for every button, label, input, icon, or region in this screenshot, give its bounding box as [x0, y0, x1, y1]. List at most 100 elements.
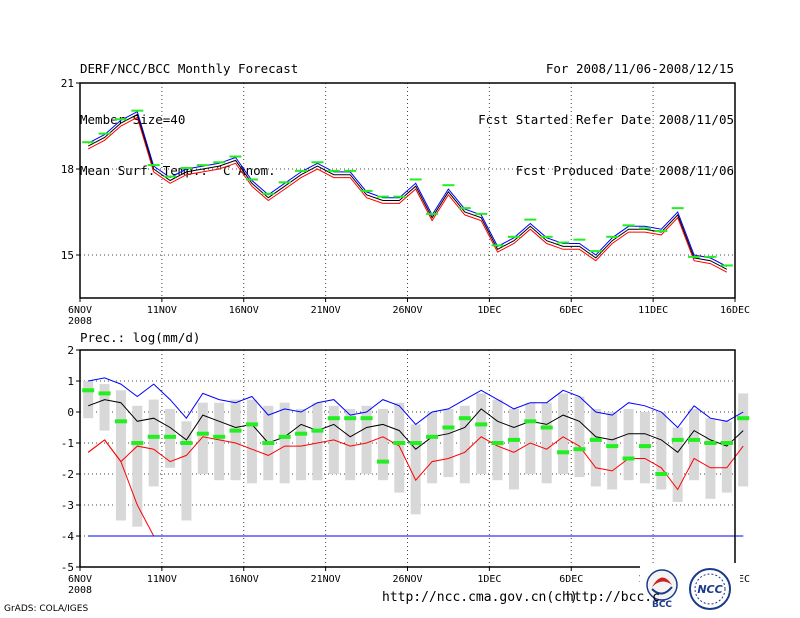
ensemble-box — [508, 408, 519, 490]
observation-mark — [573, 238, 586, 241]
observation-mark — [458, 416, 471, 421]
observation-mark — [622, 456, 635, 461]
year-label: 2008 — [68, 316, 92, 327]
ensemble-box — [558, 393, 569, 474]
observation-mark — [114, 118, 127, 121]
observation-mark — [737, 416, 750, 421]
observation-mark — [426, 434, 439, 439]
observation-mark — [213, 434, 226, 439]
ensemble-box — [738, 393, 749, 487]
observation-mark — [82, 388, 95, 393]
observation-mark — [458, 207, 471, 210]
observation-mark — [245, 178, 258, 181]
observation-mark — [278, 434, 291, 439]
ensemble-box — [132, 405, 143, 527]
y-tick-label: -5 — [61, 561, 74, 574]
y-tick-label: -3 — [61, 499, 74, 512]
observation-mark — [540, 425, 553, 430]
observation-mark — [573, 447, 586, 452]
upper-series-line — [88, 377, 744, 429]
observation-mark — [229, 155, 242, 158]
x-tick-label: 6DEC — [559, 574, 583, 585]
observation-mark — [491, 441, 504, 445]
observation-mark — [196, 164, 209, 167]
ensemble-box — [246, 399, 257, 484]
observation-mark — [557, 241, 570, 244]
observation-mark — [720, 264, 733, 267]
ensemble-box — [230, 399, 241, 481]
ensemble-box — [689, 408, 700, 481]
header-right: For 2008/11/06-2008/12/15 Fcst Started R… — [478, 26, 734, 196]
ensemble-box — [623, 408, 634, 481]
y-tick-label: 1 — [67, 375, 74, 388]
observation-mark — [442, 184, 455, 187]
observation-mark — [180, 167, 193, 169]
observation-mark — [638, 444, 651, 449]
x-tick-label: 6NOV — [68, 574, 92, 585]
observation-mark — [262, 441, 275, 445]
x-tick-label: 1DEC — [477, 305, 501, 316]
ensemble-box — [83, 381, 94, 419]
observation-mark — [655, 230, 668, 233]
lower-series-line — [87, 116, 728, 273]
ncc-logo: NCC — [689, 568, 731, 610]
observation-mark — [147, 164, 160, 167]
observation-mark — [671, 207, 684, 210]
ensemble-box — [214, 402, 225, 481]
observation-mark — [589, 250, 602, 253]
grads-credit: GrADS: COLA/IGES — [4, 604, 89, 614]
observation-mark — [376, 459, 389, 464]
ensemble-box — [721, 421, 732, 493]
y-tick-label: 18 — [61, 163, 74, 176]
observation-mark — [688, 437, 701, 442]
observation-mark — [344, 416, 357, 421]
observation-mark — [704, 255, 717, 258]
y-tick-label: 2 — [67, 344, 74, 357]
y-tick-label: 0 — [67, 406, 74, 419]
x-tick-label: 16NOV — [229, 305, 259, 316]
x-tick-label: 6NOV — [68, 305, 92, 316]
observation-mark — [98, 391, 111, 396]
y-tick-label: -2 — [61, 468, 74, 481]
observation-mark — [344, 169, 357, 172]
bcc-url-link[interactable]: http://bcc.c — [566, 590, 660, 605]
ensemble-box — [492, 399, 503, 481]
x-tick-label: 16NOV — [229, 574, 259, 585]
observation-mark — [622, 224, 635, 227]
observation-mark — [327, 169, 340, 172]
ensemble-box — [181, 421, 192, 521]
forecast-period: For 2008/11/06-2008/12/15 — [545, 61, 734, 76]
observation-mark — [229, 428, 242, 433]
observation-mark — [114, 419, 127, 424]
observation-mark — [475, 422, 488, 427]
temperature-panel: 15 18 21 6NOV 11NOV 16NOV 21NOV 26NOV 1DEC 6DEC 11… — [61, 77, 750, 327]
logos: BCC NCC — [640, 563, 740, 615]
ensemble-box — [574, 396, 585, 478]
observation-mark — [376, 195, 389, 198]
observation-mark — [638, 227, 651, 230]
upper-series-line — [87, 110, 728, 267]
observation-mark — [245, 422, 258, 427]
ensemble-box — [197, 402, 208, 474]
observation-mark — [704, 441, 717, 445]
x-tick-label: 21NOV — [311, 305, 341, 316]
ensemble-box — [345, 408, 356, 481]
observation-mark — [360, 416, 373, 421]
observation-mark — [540, 235, 553, 238]
observation-mark — [655, 472, 668, 476]
ncc-url-link[interactable]: http://ncc.cma.gov.cn(ch) — [382, 590, 578, 605]
observation-mark — [606, 235, 619, 238]
bcc-logo-text: BCC — [652, 600, 672, 610]
observation-mark — [524, 218, 537, 221]
mean-series-line — [88, 399, 744, 454]
member-size: Member Size=40 — [80, 112, 186, 127]
observation-mark — [688, 255, 701, 258]
ensemble-box — [410, 424, 421, 515]
x-tick-label: 11NOV — [147, 305, 177, 316]
ensemble-box — [148, 399, 159, 487]
ensemble-box — [590, 408, 601, 487]
observation-mark — [164, 434, 177, 439]
ensemble-box — [443, 408, 454, 478]
